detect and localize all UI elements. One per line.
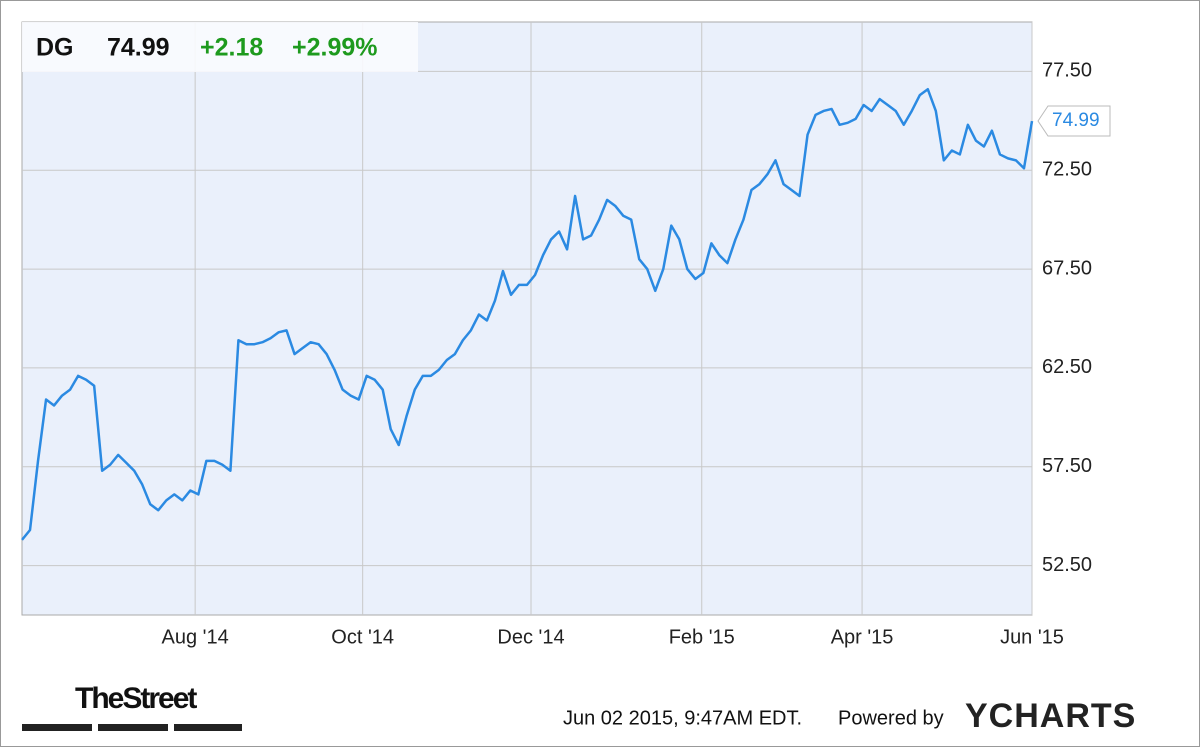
- price-line: [21, 87, 1034, 541]
- logo-bar: [98, 724, 168, 731]
- x-tick-label: Jun '15: [1000, 626, 1064, 648]
- brand-logo: YCHARTS: [965, 697, 1136, 735]
- y-tick-label: 72.50: [1042, 159, 1092, 181]
- last-value-label: 74.99: [1052, 110, 1100, 131]
- y-tick-label: 67.50: [1042, 257, 1092, 279]
- logo-bar: [22, 724, 92, 731]
- plot-area: [21, 21, 1033, 616]
- timestamp: Jun 02 2015, 9:47AM EDT.: [563, 707, 802, 729]
- x-tick-label: Oct '14: [331, 626, 394, 648]
- x-tick-label: Dec '14: [497, 626, 564, 648]
- y-tick-label: 62.50: [1042, 356, 1092, 378]
- last-value-box: [1037, 105, 1111, 137]
- logo-bar: [174, 724, 242, 731]
- x-tick-label: Apr '15: [831, 626, 894, 648]
- source-logo: TheStreet: [75, 682, 197, 715]
- change-percent: +2.99%: [292, 34, 378, 62]
- y-tick-label: 52.50: [1042, 554, 1092, 576]
- y-tick-label: 57.50: [1042, 455, 1092, 477]
- y-tick-label: 77.50: [1042, 60, 1092, 82]
- price: 74.99: [107, 34, 170, 62]
- powered-by: Powered by: [838, 707, 944, 729]
- x-tick-label: Feb '15: [669, 626, 735, 648]
- x-tick-label: Aug '14: [162, 626, 229, 648]
- symbol: DG: [36, 34, 74, 62]
- change: +2.18: [200, 34, 263, 62]
- header-box: [22, 22, 418, 72]
